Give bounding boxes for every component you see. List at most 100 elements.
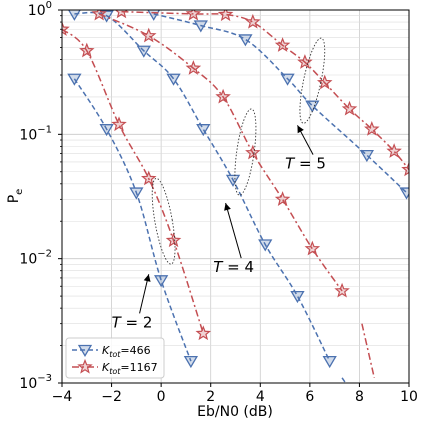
series-T4-k1167 [361,323,376,379]
star-marker [185,10,202,21]
triangle-marker [99,124,114,137]
triangle-marker [305,100,320,113]
x-tick-label: −2 [101,389,122,405]
series-T4-k466 [341,377,347,383]
triangle-marker [196,124,211,137]
triangle-marker [67,73,82,86]
triangle-marker [154,275,169,288]
legend-triangle-marker [77,344,93,357]
legend-box [65,337,165,379]
star-marker [185,60,202,75]
legend-label-subscript: tot [109,367,121,376]
star-marker [79,42,95,58]
annotation-label: T = 2 [112,313,153,331]
star-marker [297,54,313,69]
series-line [341,377,347,383]
y-tick-base: 10 [19,252,37,268]
series-T4-k1167 [91,10,350,298]
series-T2-k1167 [62,21,212,341]
legend-entry: Ktot=466 [72,344,151,359]
series-line [153,13,408,194]
annotation-label-value: = 2 [121,313,153,331]
annotation-ellipse [299,37,326,124]
annotation-arrow-line [225,202,242,259]
annotation-label-variable: T [112,313,123,331]
star-marker [91,10,107,21]
star-marker [140,170,157,186]
triangle-marker [238,34,253,47]
plot-frame [61,9,410,384]
annotation-label-variable: T [213,258,224,276]
star-marker [62,21,70,36]
series-T5-k1167 [114,10,409,177]
series-layer [62,10,409,383]
star-marker [316,74,333,90]
star-marker [217,10,234,22]
annotation-arrow-head [224,203,231,211]
triangle-marker [322,355,337,369]
y-tick-base: 10 [28,3,46,19]
y-tick-label: 10−3 [19,373,52,392]
star-marker [114,10,129,19]
star-marker [140,27,157,43]
triangle-marker [280,73,295,86]
star-marker [341,100,358,116]
star-marker [274,191,291,206]
triangle-marker [193,20,208,33]
x-tick-label: 10 [400,389,418,405]
y-axis-label: Pe [6,189,25,204]
star-marker [334,282,350,298]
x-tick-label: 2 [206,389,215,405]
legend-label-symbol: K [102,361,110,374]
y-tick-label: 10−2 [19,249,52,268]
triangle-marker [166,73,181,86]
x-tick-label: 8 [355,389,364,405]
y-tick-base: 10 [19,127,37,143]
annotation-arrow-head [143,274,151,282]
annotation-arrow-head [297,125,304,134]
triangle-marker [359,150,375,163]
star-marker [364,121,380,136]
legend-label-value: =1167 [120,361,157,374]
legend-label-symbol: K [102,344,110,357]
series-T5-k466 [147,10,409,200]
series-line [74,11,331,362]
star-marker [274,37,291,52]
y-tick-exponent: 0 [46,0,52,11]
annotations: T = 2T = 4T = 5 [112,37,326,331]
series-line [121,10,409,171]
x-tick-label: 4 [256,389,265,405]
annotation-ellipse [151,177,176,265]
legend-label-value: =466 [120,344,150,357]
series-line [361,323,376,379]
legend-label: Ktot=1167 [102,361,158,376]
x-tick-label: 0 [157,389,166,405]
triangle-marker [290,290,305,304]
y-tick-exponent: −2 [37,249,52,260]
triangle-marker [67,10,81,21]
annotation-label: T = 4 [213,258,254,276]
triangle-marker [225,174,241,187]
star-marker [401,161,409,177]
x-axis-label: Eb/N0 (dB) [197,404,273,420]
series-T2-k466 [67,73,199,369]
triangle-marker [183,355,199,369]
star-marker [304,240,321,256]
grid [61,9,410,384]
legend-entry: Ktot=1167 [72,358,158,376]
annotation-label-value: = 5 [294,155,326,173]
star-marker [386,143,402,158]
star-marker [111,116,127,132]
series-line [62,28,204,334]
triangle-marker [136,45,151,58]
annotation-label: T = 5 [285,155,326,173]
legend-label-subscript: tot [109,350,121,359]
triangle-marker [129,187,144,200]
star-marker [165,232,182,248]
legend-label: Ktot=466 [102,344,151,359]
y-tick-label: 10−1 [19,124,52,143]
triangle-marker [399,187,409,200]
